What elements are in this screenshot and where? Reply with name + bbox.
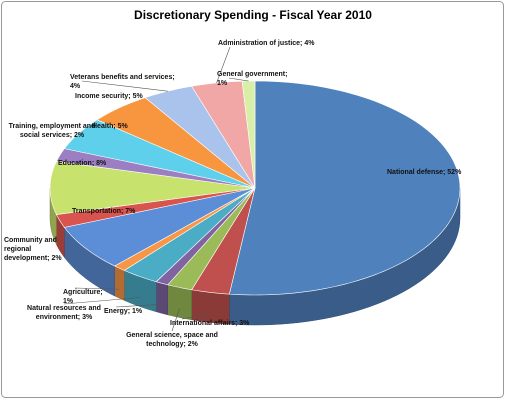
slice [191, 187, 256, 295]
slice [144, 85, 256, 189]
data-label: Administration of justice; 4% [218, 40, 315, 47]
slice [191, 80, 256, 189]
data-label: Energy; 1% [104, 308, 143, 315]
slice [63, 119, 256, 189]
chart-title: Discretionary Spending - Fiscal Year 201… [134, 8, 372, 22]
data-label: General government; 1% [217, 71, 288, 87]
slice [63, 187, 256, 267]
leader-line [63, 297, 140, 305]
slice [55, 148, 256, 189]
slice [228, 80, 461, 296]
slice [96, 97, 256, 189]
slice-side [114, 265, 125, 301]
data-label: Training, employment and social services… [8, 123, 96, 139]
slice [123, 187, 256, 283]
slice-side [167, 284, 192, 321]
data-label: Community and regional development; 2% [4, 237, 62, 262]
leader-line [171, 308, 180, 332]
leader-line [228, 77, 249, 82]
leader-line [181, 313, 211, 320]
data-label: Agriculture; 1% [63, 289, 103, 305]
leader-line [74, 287, 120, 290]
slice [55, 187, 256, 228]
data-label: Veterans benefits and services; 4% [70, 74, 175, 90]
data-label: National defense; 52% [387, 169, 462, 176]
leader-line [216, 46, 231, 84]
data-label: Transportation; 7% [72, 208, 136, 215]
data-label: Health; 5% [92, 123, 128, 130]
data-label: Natural resources and environment; 3% [27, 305, 101, 321]
data-label: General science, space and technology; 2… [126, 332, 218, 348]
slice [241, 80, 256, 189]
data-label: Income security; 5% [75, 93, 143, 100]
leader-line [115, 304, 162, 308]
data-label: International affairs; 3% [170, 320, 250, 327]
data-label: Education; 8% [58, 160, 107, 167]
slice [49, 161, 256, 215]
slice-side [155, 281, 168, 316]
slice [167, 187, 256, 291]
leader-line [81, 80, 168, 92]
